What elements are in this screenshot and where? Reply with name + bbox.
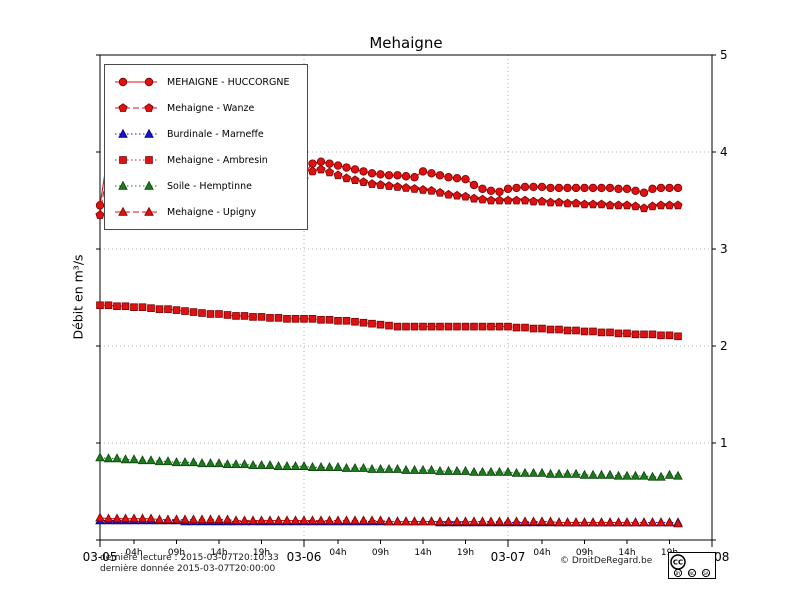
svg-text:19h: 19h <box>253 548 270 558</box>
svg-text:CC: CC <box>673 559 683 567</box>
legend: MEHAIGNE - HUCCORGNE Mehaigne - Wanze Burd… <box>104 64 308 230</box>
legend-item: Mehaigne - Wanze <box>105 95 307 121</box>
triangle-marker-icon <box>115 180 157 190</box>
svg-text:14h: 14h <box>210 548 227 558</box>
svg-text:5: 5 <box>720 48 728 62</box>
svg-text:03-07: 03-07 <box>491 550 526 564</box>
svg-text:09h: 09h <box>576 548 593 558</box>
chart-title: Mehaigne <box>369 34 443 52</box>
svg-text:14h: 14h <box>618 548 635 558</box>
pentagon-marker-icon <box>115 103 157 112</box>
svg-text:09h: 09h <box>168 548 185 558</box>
copyright-text: © DroitDeRegard.be <box>560 556 653 566</box>
cc-license-badge: CC BY NC SA <box>668 552 716 579</box>
legend-item-label: Mehaigne - Upigny <box>167 206 257 218</box>
svg-text:19h: 19h <box>457 548 474 558</box>
triangle-marker-icon <box>115 206 157 216</box>
svg-text:2: 2 <box>720 339 728 353</box>
legend-item-label: Burdinale - Marneffe <box>167 128 264 140</box>
legend-item: Burdinale - Marneffe <box>105 121 307 147</box>
legend-item: Mehaigne - Upigny <box>105 199 307 225</box>
circle-marker-icon <box>115 77 157 87</box>
legend-item-label: Mehaigne - Ambresin <box>167 154 268 166</box>
svg-text:14h: 14h <box>414 548 431 558</box>
svg-text:04h: 04h <box>329 548 346 558</box>
legend-item-label: MEHAIGNE - HUCCORGNE <box>167 76 290 88</box>
svg-text:1: 1 <box>720 436 728 450</box>
svg-text:09h: 09h <box>372 548 389 558</box>
legend-item-label: Soile - Hemptinne <box>167 180 252 192</box>
svg-text:04h: 04h <box>533 548 550 558</box>
svg-text:SA: SA <box>703 571 709 576</box>
last-reading-text: dernière lecture : 2015-03-07T20:10:33 <box>100 553 279 563</box>
legend-item: Mehaigne - Ambresin <box>105 147 307 173</box>
svg-text:4: 4 <box>720 145 728 159</box>
legend-item: MEHAIGNE - HUCCORGNE <box>105 69 307 95</box>
svg-text:03-06: 03-06 <box>287 550 322 564</box>
svg-text:04h: 04h <box>125 548 142 558</box>
svg-text:BY: BY <box>676 571 682 576</box>
legend-item: Soile - Hemptinne <box>105 173 307 199</box>
last-data-text: dernière donnée 2015-03-07T20:00:00 <box>100 564 276 574</box>
triangle-marker-icon <box>115 128 157 138</box>
cc-license-icon: CC BY NC SA <box>670 554 711 578</box>
svg-text:03-05: 03-05 <box>83 550 118 564</box>
svg-text:3: 3 <box>720 242 728 256</box>
svg-text:NC: NC <box>689 571 695 576</box>
legend-item-label: Mehaigne - Wanze <box>167 102 255 114</box>
square-marker-icon <box>115 156 157 164</box>
